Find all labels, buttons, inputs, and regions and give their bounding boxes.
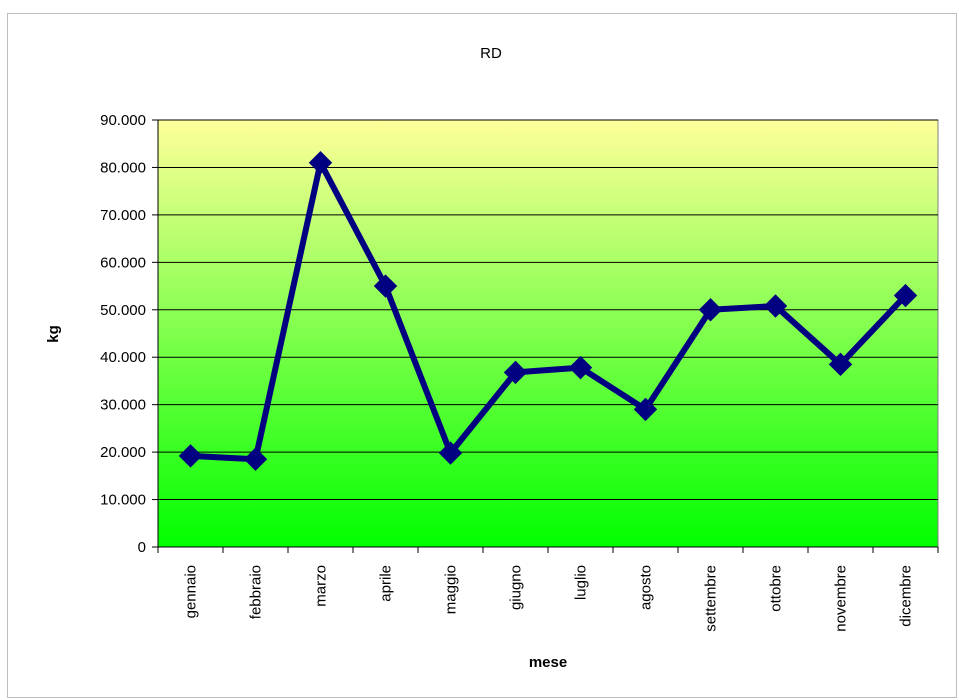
y-tick-label: 80.000 [100,159,146,176]
data-point-marker [373,274,398,298]
y-tick-label: 0 [138,539,146,556]
data-point-marker [178,444,203,468]
x-tick-label: marzo [313,565,330,607]
data-point-marker [893,283,918,308]
x-tick-label: febbraio [248,565,265,619]
y-tick-label: 10.000 [100,492,146,509]
y-axis-title: kg [45,325,62,343]
x-tick-label: agosto [638,565,655,610]
axes [152,119,939,553]
x-axis-tick-labels: gennaio febbraio marzo aprile maggio giugno lu… [183,565,915,632]
data-point-marker [243,447,268,471]
y-tick-label: 70.000 [100,207,146,224]
y-tick-label: 30.000 [100,397,146,414]
x-tick-label: giugno [508,565,525,610]
data-point-marker [828,352,853,377]
x-tick-label: luglio [573,565,590,600]
y-tick-label: 40.000 [100,349,146,366]
x-tick-label: gennaio [183,565,200,618]
x-tick-label: novembre [833,565,850,632]
series-markers [178,150,918,471]
y-tick-label: 60.000 [100,254,146,271]
x-axis-title: mese [529,654,567,671]
x-tick-label: settembre [703,565,720,632]
data-point-marker [568,355,593,380]
series-line [190,159,908,463]
data-point-marker [503,360,528,385]
x-tick-label: dicembre [898,565,915,627]
x-tick-label: ottobre [768,565,785,612]
line-chart: RD 0 10.000 20.000 30.000 40.000 50.000 60.000… [45,45,939,671]
data-line [190,159,908,463]
y-tick-label: 20.000 [100,444,146,461]
data-point-marker [698,298,723,322]
x-tick-label: aprile [378,565,395,602]
y-tick-label: 50.000 [100,302,146,319]
x-tick-label: maggio [443,565,460,614]
chart-frame: RD 0 10.000 20.000 30.000 40.000 50.000 60.000… [7,13,957,698]
chart-title: RD [480,45,502,62]
data-point-marker [633,397,658,422]
y-tick-label: 90.000 [100,112,146,129]
plot-area [157,119,939,548]
data-point-marker [438,441,463,465]
y-axis-tick-labels: 0 10.000 20.000 30.000 40.000 50.000 60.000 70.… [100,112,146,556]
data-point-marker [308,150,333,175]
data-point-marker [763,294,788,318]
